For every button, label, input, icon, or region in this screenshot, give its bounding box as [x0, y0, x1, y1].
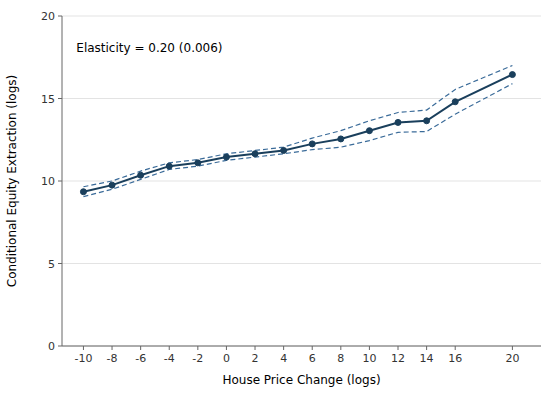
x-tick: [312, 346, 313, 350]
main-line: [83, 75, 512, 192]
point: [424, 118, 430, 124]
grid-line: [62, 16, 541, 17]
x-tick: [398, 346, 399, 350]
x-tick: [226, 346, 227, 350]
x-tick-label: -2: [192, 352, 203, 365]
x-tick: [255, 346, 256, 350]
x-tick: [112, 346, 113, 350]
x-tick-label: 0: [223, 352, 230, 365]
point: [338, 136, 344, 142]
y-tick-label: 20: [41, 10, 55, 23]
point: [195, 160, 201, 166]
x-tick-label: -10: [74, 352, 92, 365]
x-tick-label: 2: [252, 352, 259, 365]
y-tick-label: 15: [41, 93, 55, 106]
chart: -10 -8 -6 -4 -2 0 2 4 6 8 10 12 14 16 20 0 5 10 15 20 House …: [0, 0, 557, 394]
y-tick: [58, 346, 62, 347]
point: [166, 163, 172, 169]
x-tick-label: 8: [337, 352, 344, 365]
x-tick: [455, 346, 456, 350]
x-tick-label: 6: [309, 352, 316, 365]
ci-line: [83, 84, 512, 197]
x-tick-label: 20: [505, 352, 519, 365]
ci-line: [83, 66, 512, 187]
y-tick: [58, 98, 62, 99]
x-tick-label: -6: [135, 352, 146, 365]
x-tick: [340, 346, 341, 350]
x-tick-label: 14: [420, 352, 434, 365]
data: [80, 66, 515, 197]
x-tick: [83, 346, 84, 350]
y-tick-label: 0: [48, 340, 55, 353]
x-tick-label: 4: [280, 352, 287, 365]
point: [281, 147, 287, 153]
grid-line: [62, 346, 541, 347]
point: [223, 154, 229, 160]
x-tick: [369, 346, 370, 350]
x-tick-label: 12: [391, 352, 405, 365]
x-tick: [197, 346, 198, 350]
y-axis-label: Conditional Equity Extraction (logs): [5, 75, 19, 288]
point: [309, 141, 315, 147]
x-tick-label: 10: [362, 352, 376, 365]
y-tick: [58, 181, 62, 182]
x-tick-label: 16: [448, 352, 462, 365]
y-tick: [58, 16, 62, 17]
y-tick-label: 5: [48, 258, 55, 271]
grid-line: [62, 98, 541, 99]
point: [109, 182, 115, 188]
x-axis-label: House Price Change (logs): [222, 373, 380, 387]
grid: [62, 16, 541, 346]
point: [509, 72, 515, 78]
point: [452, 99, 458, 105]
axes: -10 -8 -6 -4 -2 0 2 4 6 8 10 12 14 16 20 0 5 10 15 20: [41, 10, 541, 365]
x-tick: [169, 346, 170, 350]
x-tick: [283, 346, 284, 350]
x-tick-label: -4: [164, 352, 175, 365]
x-tick: [426, 346, 427, 350]
point: [138, 172, 144, 178]
y-tick: [58, 263, 62, 264]
grid-line: [62, 263, 541, 264]
point: [366, 128, 372, 134]
point: [252, 151, 258, 157]
x-tick-label: -8: [107, 352, 118, 365]
point: [80, 189, 86, 195]
x-axis-line: [62, 346, 541, 347]
y-tick-label: 10: [41, 175, 55, 188]
x-tick: [140, 346, 141, 350]
x-tick: [512, 346, 513, 350]
annotation: Elasticity = 0.20 (0.006): [76, 41, 222, 55]
point: [395, 119, 401, 125]
